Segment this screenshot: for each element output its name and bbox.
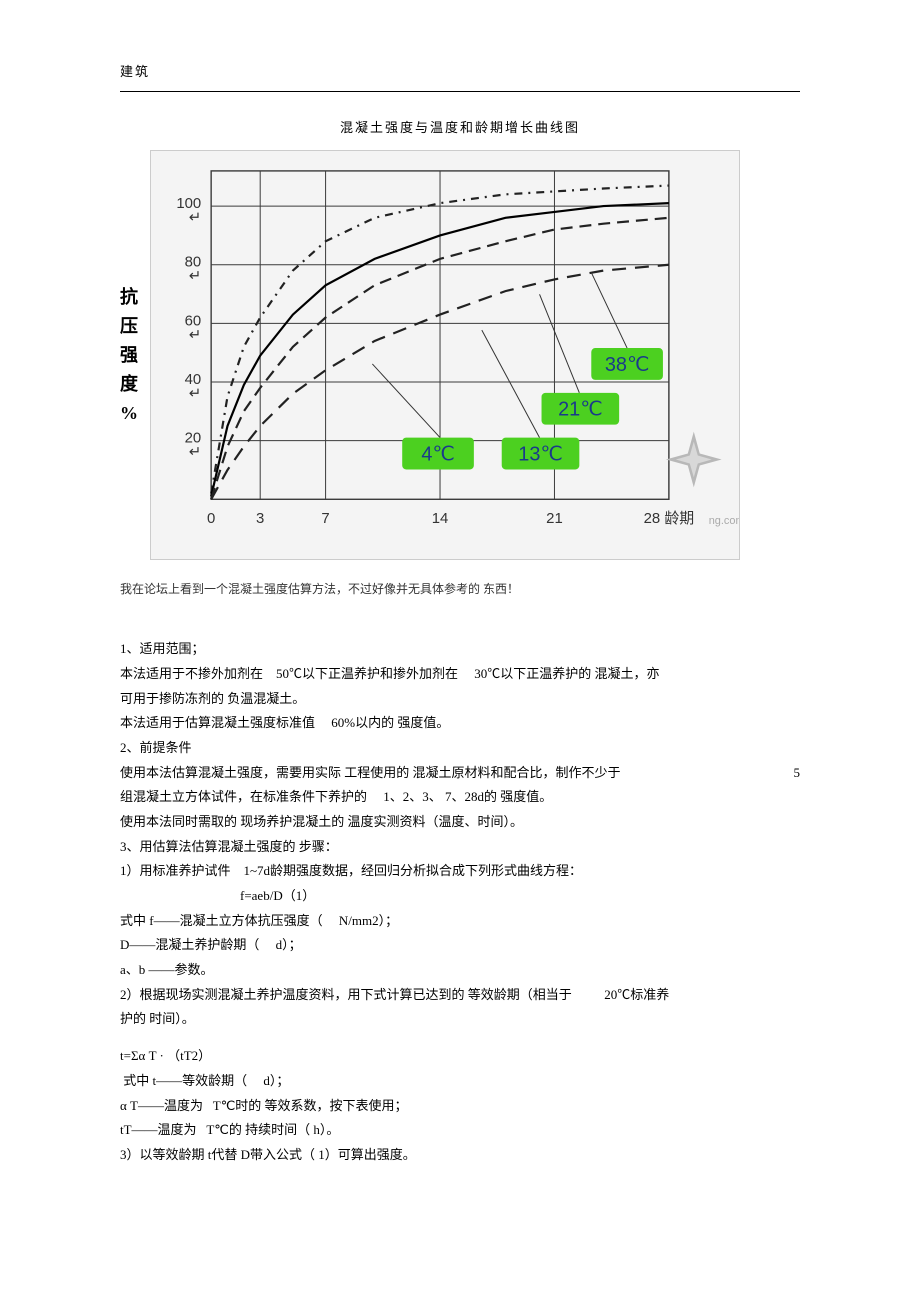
body-line: 2）根据现场实测混凝土养护温度资料，用下式计算已达到的 等效龄期（相当于 20℃…: [120, 983, 800, 1008]
text-run: 50℃以下正温养护和掺外加剂在: [276, 666, 458, 681]
body-line: α T——温度为 T℃时的 等效系数，按下表使用；: [120, 1094, 800, 1119]
svg-text:↵: ↵: [189, 327, 202, 344]
text-run: 1~7d龄期强度数据，经回归分析拟合成下列形式曲线方程：: [244, 863, 583, 878]
watermark-logo: [666, 432, 722, 488]
svg-text:14: 14: [432, 511, 449, 528]
svg-text:↵: ↵: [189, 268, 202, 285]
text-run: 60%以内的 强度值。: [331, 715, 449, 730]
body-line: 1）用标准养护试件 1~7d龄期强度数据，经回归分析拟合成下列形式曲线方程：: [120, 859, 800, 884]
text-run: 30℃以下正温养护的 混凝土，亦: [474, 666, 659, 681]
chart-svg: 20↵40↵60↵80↵100↵ 0 3 7 14 21 28 龄期 38℃ 21℃ 13℃ 4…: [151, 151, 739, 559]
header-rule: [120, 91, 800, 92]
section-1-heading: 1、适用范围；: [120, 637, 800, 662]
body-line: 护的 时间）。: [120, 1007, 800, 1032]
page-header-category: 建筑: [120, 60, 800, 85]
text-run: 本法适用于估算混凝土强度标准值: [120, 715, 315, 730]
body-line: 式中 t——等效龄期（ d）；: [120, 1069, 800, 1094]
text-run: 式中 f——混凝土立方体抗压强度（: [120, 913, 323, 928]
text-run: 1）用标准养护试件: [120, 863, 231, 878]
ylab-char: %: [120, 399, 138, 428]
chart-plot-area: 20↵40↵60↵80↵100↵ 0 3 7 14 21 28 龄期 38℃ 21℃ 13℃ 4…: [150, 150, 740, 560]
body-line: 组混凝土立方体试件，在标准条件下养护的 1、2、3、 7、28d的 强度值。: [120, 785, 800, 810]
y-ticks: 20↵40↵60↵80↵100↵: [176, 195, 201, 460]
body-line: a、b ——参数。: [120, 958, 800, 983]
text-run: α T——温度为: [120, 1098, 203, 1113]
svg-text:21: 21: [546, 511, 563, 528]
x-ticks: 0 3 7 14 21 28 龄期: [207, 511, 694, 528]
svg-text:13℃: 13℃: [518, 444, 562, 466]
body-line: tT——温度为 T℃的 持续时间（ h）。: [120, 1118, 800, 1143]
svg-text:↵: ↵: [189, 385, 202, 402]
temp-badges: 38℃ 21℃ 13℃ 4℃: [402, 348, 663, 469]
text-run: T℃的 持续时间（ h）。: [206, 1122, 339, 1137]
text-run: 2）根据现场实测混凝土养护温度资料，用下式计算已达到的 等效龄期（相当于: [120, 987, 572, 1002]
svg-text:4℃: 4℃: [421, 444, 454, 466]
text-run: T℃时的 等效系数，按下表使用；: [213, 1098, 408, 1113]
svg-text:28 龄期: 28 龄期: [644, 511, 695, 528]
body-line: 使用本法同时需取的 现场养护混凝土的 温度实测资料（温度、时间）。: [120, 810, 800, 835]
section-3-heading: 3、用估算法估算混凝土强度的 步骤：: [120, 835, 800, 860]
svg-text:0: 0: [207, 511, 215, 528]
body-line: 本法适用于估算混凝土强度标准值 60%以内的 强度值。: [120, 711, 800, 736]
text-run: 使用本法估算混凝土强度，需要用实际 工程使用的 混凝土原材料和配合比，制作不少于: [120, 765, 621, 780]
svg-text:↵: ↵: [189, 209, 202, 226]
text-run: d）；: [276, 937, 302, 952]
body-line: 可用于掺防冻剂的 负温混凝土。: [120, 687, 800, 712]
watermark-site: ng.com: [709, 516, 739, 528]
text-run: N/mm2）；: [339, 913, 398, 928]
svg-text:3: 3: [256, 511, 264, 528]
text-run: tT——温度为: [120, 1122, 197, 1137]
text-run: 本法适用于不掺外加剂在: [120, 666, 263, 681]
text-run: 1、2、3、 7、28d的 强度值。: [383, 789, 552, 804]
ylab-char: 抗: [120, 283, 138, 312]
chart-container: 抗 压 强 度 % 20↵40↵60↵80↵100↵ 0 3 7 14 21 28 龄期 …: [120, 150, 800, 560]
y-axis-label: 抗 压 强 度 %: [120, 283, 138, 427]
ylab-char: 度: [120, 370, 138, 399]
ylab-char: 压: [120, 312, 138, 341]
text-run: 20℃标准养: [604, 987, 669, 1002]
text-run: 组混凝土立方体试件，在标准条件下养护的: [120, 789, 367, 804]
body-line: 3）以等效龄期 t代替 D带入公式（ 1）可算出强度。: [120, 1143, 800, 1168]
text-run: d）；: [263, 1073, 289, 1088]
equation-2: t=Σα T · （tT2）: [120, 1044, 800, 1069]
svg-text:↵: ↵: [189, 444, 202, 461]
svg-text:7: 7: [321, 511, 329, 528]
body-line: 使用本法估算混凝土强度，需要用实际 工程使用的 混凝土原材料和配合比，制作不少于…: [120, 761, 800, 786]
text-run: 5: [794, 761, 801, 786]
intro-note: 我在论坛上看到一个混凝土强度估算方法，不过好像并无具体参考的 东西！: [120, 578, 800, 601]
ylab-char: 强: [120, 341, 138, 370]
svg-text:21℃: 21℃: [558, 399, 602, 421]
body-line: 式中 f——混凝土立方体抗压强度（ N/mm2）；: [120, 909, 800, 934]
section-2-heading: 2、前提条件: [120, 736, 800, 761]
equation-1: f=aeb/D（1）: [120, 884, 800, 909]
body-line: D——混凝土养护龄期（ d）；: [120, 933, 800, 958]
text-run: D——混凝土养护龄期（: [120, 937, 259, 952]
text-run: 式中 t——等效龄期（: [123, 1073, 247, 1088]
chart-title: 混凝土强度与温度和龄期增长曲线图: [120, 116, 800, 141]
svg-text:38℃: 38℃: [605, 354, 649, 376]
body-line: 本法适用于不掺外加剂在 50℃以下正温养护和掺外加剂在 30℃以下正温养护的 混…: [120, 662, 800, 687]
